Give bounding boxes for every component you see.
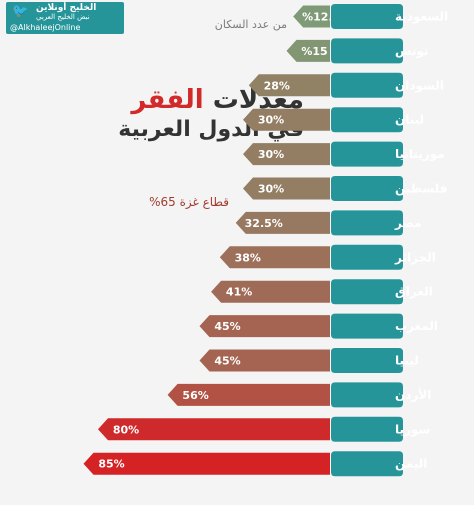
country-label: الأردن bbox=[395, 387, 431, 402]
bar-value-label: 28% bbox=[264, 79, 290, 92]
country-label: ليبيا bbox=[395, 354, 419, 368]
country-label-tab bbox=[331, 348, 403, 373]
country-label: مصر bbox=[394, 216, 422, 230]
country-label-tab bbox=[331, 244, 403, 270]
bar bbox=[98, 418, 330, 441]
country-label: تونس bbox=[395, 44, 429, 59]
bar-value-label: 56% bbox=[182, 389, 208, 402]
bar bbox=[235, 211, 330, 234]
bar bbox=[243, 108, 330, 131]
country-label-tab bbox=[331, 279, 403, 305]
bar-value-label: %15 bbox=[301, 45, 327, 58]
title-highlight: الفقر bbox=[131, 85, 204, 115]
bar-value-label: 85% bbox=[98, 458, 124, 471]
country-label: فلسطين bbox=[395, 182, 447, 196]
bar-value-label: 45% bbox=[214, 320, 240, 333]
bar bbox=[248, 74, 330, 97]
country-label: لبنان bbox=[395, 113, 424, 127]
bar-value-label: 45% bbox=[214, 355, 240, 368]
country-label-tab bbox=[331, 38, 403, 64]
country-label: الجزائر bbox=[394, 250, 436, 264]
country-label-tab bbox=[331, 416, 403, 442]
bar-value-label: 41% bbox=[226, 286, 252, 299]
country-label-tab bbox=[331, 451, 403, 477]
country-label: اليمن bbox=[395, 457, 427, 471]
country-label-tab bbox=[331, 107, 403, 133]
brand-tagline: نبض الخليج العربي bbox=[36, 13, 90, 21]
bar bbox=[199, 315, 330, 338]
population-note: من عدد السكان bbox=[214, 18, 287, 31]
bar-value-label: 30% bbox=[258, 114, 284, 127]
country-label: سوريا bbox=[395, 422, 430, 437]
bar bbox=[199, 349, 330, 372]
country-label-tab bbox=[331, 313, 403, 339]
bar bbox=[167, 383, 330, 406]
bar bbox=[243, 143, 330, 166]
bar-value-label: 32.5% bbox=[245, 217, 283, 230]
bar bbox=[219, 246, 330, 269]
bar bbox=[243, 177, 330, 200]
country-label-tab bbox=[331, 72, 403, 98]
bar-value-label: 30% bbox=[258, 183, 284, 196]
twitter-bird-icon: 🐦 bbox=[12, 4, 29, 19]
country-label: المغرب bbox=[395, 319, 438, 333]
country-label: السعودية bbox=[395, 10, 448, 25]
country-label: السودان bbox=[395, 78, 444, 93]
country-label-tab bbox=[331, 4, 403, 29]
brand-handle: @AlkhaleejOnline bbox=[10, 23, 81, 32]
bar bbox=[286, 39, 330, 62]
bar-value-label: 38% bbox=[235, 251, 261, 264]
gaza-note: قطاع غزة 65% bbox=[149, 195, 229, 209]
country-label: العراق bbox=[395, 285, 433, 299]
brand-name: الخليج أونلاين bbox=[36, 3, 97, 13]
bar bbox=[83, 452, 330, 475]
country-label-tab bbox=[331, 382, 403, 408]
country-label: موريتانيا bbox=[395, 147, 445, 162]
country-label-tab bbox=[331, 176, 403, 201]
bar-value-label: 30% bbox=[258, 148, 284, 161]
bar-value-label: 80% bbox=[113, 423, 139, 436]
bar-value-label: %12.7 bbox=[302, 11, 340, 24]
brand-logo: 🐦 الخليج أونلاين نبض الخليج العربي @Alkh… bbox=[6, 2, 124, 34]
country-label-tab bbox=[331, 210, 403, 236]
bar bbox=[293, 5, 330, 28]
bar bbox=[211, 280, 330, 303]
country-label-tab bbox=[331, 141, 403, 167]
